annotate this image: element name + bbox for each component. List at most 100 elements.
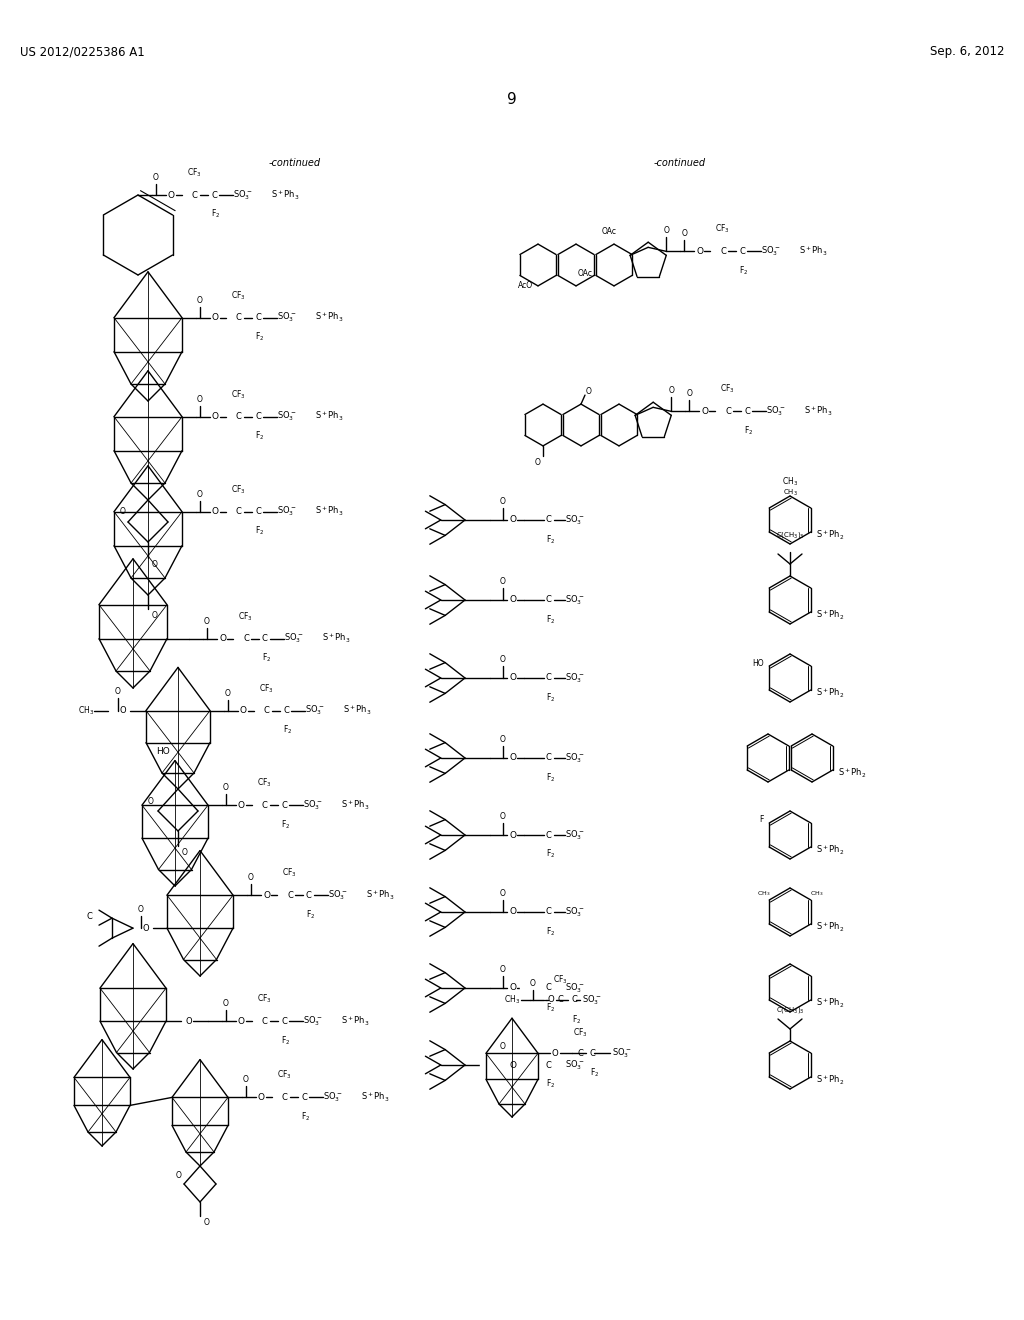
Text: O: O <box>223 783 229 792</box>
Text: O: O <box>530 979 536 987</box>
Text: S$^+$Ph$_2$: S$^+$Ph$_2$ <box>816 1073 845 1086</box>
Text: S$^+$Ph$_2$: S$^+$Ph$_2$ <box>816 997 845 1010</box>
Text: Sep. 6, 2012: Sep. 6, 2012 <box>930 45 1004 58</box>
Text: S$^+$Ph$_3$: S$^+$Ph$_3$ <box>366 888 394 902</box>
Text: S$^+$Ph$_3$: S$^+$Ph$_3$ <box>341 799 370 812</box>
Text: O: O <box>263 891 270 900</box>
Text: C: C <box>739 247 745 256</box>
Text: F$_2$: F$_2$ <box>255 525 264 537</box>
Text: S$^+$Ph$_3$: S$^+$Ph$_3$ <box>343 704 372 717</box>
Text: CF$_3$: CF$_3$ <box>282 867 296 879</box>
Text: F$_2$: F$_2$ <box>590 1067 599 1078</box>
Text: SO$_3^-$: SO$_3^-$ <box>565 672 585 685</box>
Text: C: C <box>720 247 726 256</box>
Text: -continued: -continued <box>269 158 322 168</box>
Text: O: O <box>212 313 219 322</box>
Text: SO$_3^-$: SO$_3^-$ <box>761 244 780 259</box>
Text: F$_2$: F$_2$ <box>546 533 555 545</box>
Text: AcO: AcO <box>518 281 534 290</box>
Text: O: O <box>696 247 703 256</box>
Text: CH$_3$: CH$_3$ <box>504 994 520 1006</box>
Text: S$^+$Ph$_3$: S$^+$Ph$_3$ <box>315 411 344 424</box>
Text: F: F <box>760 816 764 825</box>
Text: OAc: OAc <box>601 227 616 236</box>
Text: O: O <box>238 1016 245 1026</box>
Text: C: C <box>282 1093 288 1102</box>
Text: CF$_3$: CF$_3$ <box>572 1027 588 1039</box>
Text: CF$_3$: CF$_3$ <box>720 383 734 395</box>
Text: O: O <box>148 796 154 805</box>
Text: C: C <box>306 891 312 900</box>
Text: C: C <box>243 634 249 643</box>
Text: O: O <box>509 908 516 916</box>
Text: C(CH$_3$)$_3$: C(CH$_3$)$_3$ <box>775 531 804 540</box>
Text: O: O <box>509 754 516 763</box>
Text: O: O <box>197 296 203 305</box>
Text: F$_2$: F$_2$ <box>281 818 291 830</box>
Text: C: C <box>193 190 198 199</box>
Text: O: O <box>509 830 516 840</box>
Text: C: C <box>546 673 552 682</box>
Text: O: O <box>586 387 592 396</box>
Text: S$^+$Ph$_2$: S$^+$Ph$_2$ <box>816 920 845 933</box>
Text: C: C <box>301 1093 307 1102</box>
Text: C: C <box>590 1049 596 1057</box>
Text: F$_2$: F$_2$ <box>301 1110 310 1123</box>
Text: O: O <box>120 706 126 715</box>
Text: O: O <box>142 924 150 933</box>
Text: SO$_3^-$: SO$_3^-$ <box>612 1047 632 1060</box>
Text: SO$_3^-$: SO$_3^-$ <box>278 312 296 325</box>
Text: S$^+$Ph$_2$: S$^+$Ph$_2$ <box>838 767 866 780</box>
Text: O: O <box>152 611 158 620</box>
Text: SO$_3^-$: SO$_3^-$ <box>565 593 585 607</box>
Text: C: C <box>546 1060 552 1069</box>
Text: O: O <box>219 634 226 643</box>
Text: SO$_3^-$: SO$_3^-$ <box>766 404 785 418</box>
Text: C: C <box>281 801 287 809</box>
Text: O: O <box>552 1049 559 1057</box>
Text: OAc: OAc <box>578 269 593 279</box>
Text: C: C <box>744 407 750 416</box>
Text: O: O <box>152 560 158 569</box>
Text: CF$_3$: CF$_3$ <box>259 682 273 694</box>
Text: C: C <box>255 313 261 322</box>
Text: C(CH$_3$)$_3$: C(CH$_3$)$_3$ <box>775 1005 804 1015</box>
Text: S$^+$Ph$_3$: S$^+$Ph$_3$ <box>271 189 300 202</box>
Text: O: O <box>153 173 159 182</box>
Text: C: C <box>546 908 552 916</box>
Text: C: C <box>287 891 293 900</box>
Text: -continued: -continued <box>654 158 707 168</box>
Text: C: C <box>262 634 268 643</box>
Text: F$_2$: F$_2$ <box>262 652 271 664</box>
Text: O: O <box>138 906 144 915</box>
Text: F$_2$: F$_2$ <box>211 209 220 220</box>
Text: SO$_3^-$: SO$_3^-$ <box>233 189 253 202</box>
Text: SO$_3^-$: SO$_3^-$ <box>278 411 296 424</box>
Text: O: O <box>509 1060 516 1069</box>
Text: O: O <box>223 999 229 1008</box>
Text: C: C <box>572 995 578 1005</box>
Text: O: O <box>197 490 203 499</box>
Text: SO$_3^-$: SO$_3^-$ <box>565 906 585 919</box>
Text: SO$_3^-$: SO$_3^-$ <box>565 513 585 527</box>
Text: C: C <box>546 830 552 840</box>
Text: O: O <box>664 226 669 235</box>
Text: SO$_3^-$: SO$_3^-$ <box>565 981 585 995</box>
Text: O: O <box>120 507 126 516</box>
Text: CF$_3$: CF$_3$ <box>238 610 252 623</box>
Text: SO$_3^-$: SO$_3^-$ <box>328 888 347 902</box>
Text: C: C <box>211 190 217 199</box>
Text: CF$_3$: CF$_3$ <box>257 776 271 789</box>
Text: O: O <box>204 616 210 626</box>
Text: CF$_3$: CF$_3$ <box>553 974 567 986</box>
Text: HO: HO <box>157 747 170 755</box>
Text: O: O <box>212 507 219 516</box>
Text: O: O <box>204 1218 210 1228</box>
Text: S$^+$Ph$_2$: S$^+$Ph$_2$ <box>816 528 845 541</box>
Text: O: O <box>238 801 245 809</box>
Text: O: O <box>500 655 506 664</box>
Text: SO$_3^-$: SO$_3^-$ <box>565 828 585 842</box>
Text: O: O <box>509 595 516 605</box>
Text: O: O <box>669 387 674 395</box>
Text: CH$_3$: CH$_3$ <box>810 890 823 899</box>
